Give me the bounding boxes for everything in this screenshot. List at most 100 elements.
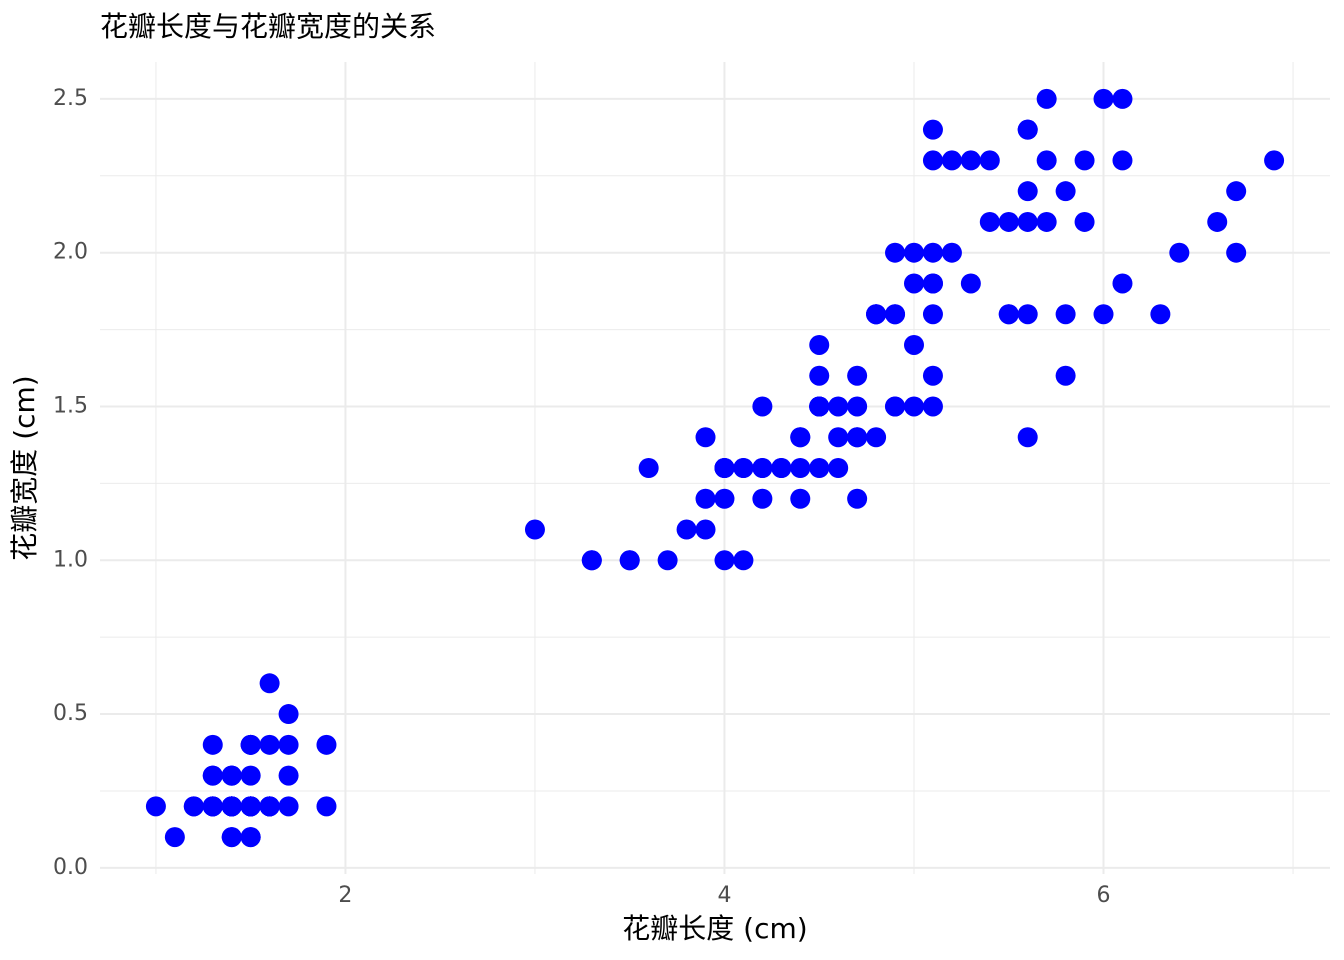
point <box>998 211 1019 232</box>
point <box>903 334 924 355</box>
point <box>202 765 223 786</box>
point <box>922 304 943 325</box>
point <box>922 150 943 171</box>
point <box>695 427 716 448</box>
point <box>1017 427 1038 448</box>
point <box>922 119 943 140</box>
point <box>259 673 280 694</box>
y-tick-label: 0.0 <box>53 855 88 880</box>
point <box>1112 88 1133 109</box>
point <box>1055 181 1076 202</box>
point <box>695 488 716 509</box>
point <box>885 396 906 417</box>
point <box>1074 150 1095 171</box>
point <box>316 734 337 755</box>
point <box>1017 304 1038 325</box>
point <box>752 458 773 478</box>
point <box>847 396 868 417</box>
point <box>828 396 849 417</box>
point <box>278 704 299 725</box>
point <box>1264 150 1285 171</box>
y-tick-label: 1.5 <box>53 393 88 418</box>
point <box>524 519 545 540</box>
point <box>903 242 924 263</box>
point <box>221 765 242 786</box>
point <box>183 796 204 817</box>
point <box>657 550 678 571</box>
point <box>733 458 754 478</box>
point <box>790 488 811 509</box>
point <box>202 796 223 817</box>
point <box>695 519 716 540</box>
point <box>1093 304 1114 325</box>
point <box>221 827 242 848</box>
point <box>828 427 849 448</box>
point <box>979 150 1000 171</box>
point <box>240 765 261 786</box>
point <box>752 488 773 509</box>
point <box>240 796 261 817</box>
x-tick-label: 2 <box>338 883 352 908</box>
x-axis-title: 花瓣长度 (cm) <box>622 912 807 945</box>
point <box>676 519 697 540</box>
y-tick-label: 2.5 <box>53 86 88 111</box>
point <box>221 796 242 817</box>
point <box>714 458 735 478</box>
point <box>581 550 602 571</box>
point <box>998 304 1019 325</box>
point <box>941 150 962 171</box>
point <box>1150 304 1171 325</box>
point <box>847 488 868 509</box>
point <box>922 396 943 417</box>
point <box>145 796 166 817</box>
point <box>1036 88 1057 109</box>
y-tick-label: 1.0 <box>53 547 88 572</box>
point <box>847 427 868 448</box>
point <box>922 365 943 386</box>
point <box>259 734 280 755</box>
point <box>1074 211 1095 232</box>
point <box>1112 273 1133 294</box>
point <box>941 242 962 263</box>
point <box>638 458 659 478</box>
point <box>1207 211 1228 232</box>
y-tick-label: 0.5 <box>53 701 88 726</box>
point <box>903 273 924 294</box>
point <box>828 458 849 478</box>
point <box>1093 88 1114 109</box>
point <box>809 334 830 355</box>
point <box>960 273 981 294</box>
point <box>278 734 299 755</box>
point <box>903 396 924 417</box>
y-tick-label: 2.0 <box>53 240 88 265</box>
point <box>752 396 773 417</box>
point <box>866 427 887 448</box>
point <box>202 734 223 755</box>
point <box>847 365 868 386</box>
point <box>1169 242 1190 263</box>
point <box>278 765 299 786</box>
point <box>619 550 640 571</box>
point <box>733 550 754 571</box>
point <box>259 796 280 817</box>
point <box>1017 211 1038 232</box>
point <box>1036 211 1057 232</box>
point <box>714 488 735 509</box>
point <box>1226 181 1247 202</box>
point <box>885 304 906 325</box>
point <box>240 827 261 848</box>
point <box>316 796 337 817</box>
point <box>1226 242 1247 263</box>
point <box>809 396 830 417</box>
y-axis-title: 花瓣宽度 (cm) <box>8 375 41 560</box>
point <box>1017 181 1038 202</box>
point <box>809 365 830 386</box>
chart-title: 花瓣长度与花瓣宽度的关系 <box>100 10 436 43</box>
point <box>1112 150 1133 171</box>
point <box>771 458 792 478</box>
point <box>922 273 943 294</box>
point <box>790 458 811 478</box>
x-tick-label: 6 <box>1097 883 1111 908</box>
point <box>1055 304 1076 325</box>
